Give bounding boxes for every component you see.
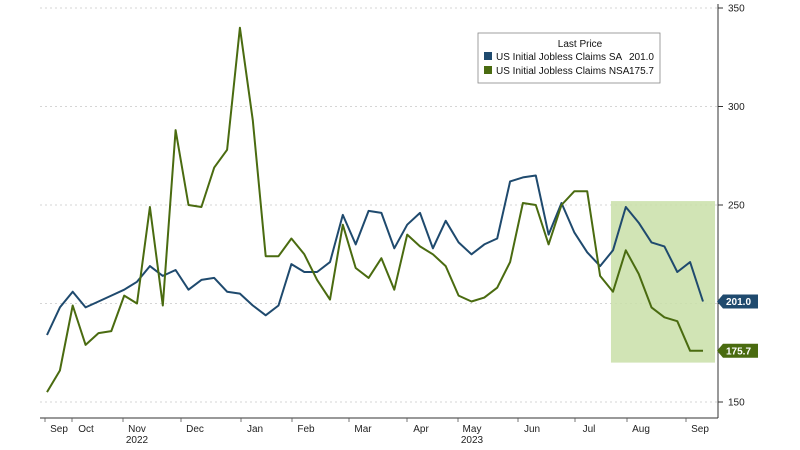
x-month-label: Dec [186, 424, 204, 435]
x-month-label: Jul [583, 424, 596, 435]
x-year-label: 2023 [461, 435, 484, 446]
end-value-bg [717, 343, 758, 358]
end-value-tag-1: 175.7 [717, 343, 758, 358]
x-month-label: May [463, 424, 482, 435]
legend-box [477, 32, 661, 84]
end-value-bg [717, 294, 758, 309]
legend-value-nsa: 175.7 [629, 66, 654, 77]
x-month-label: Aug [632, 424, 650, 435]
legend-title: Last Price [558, 39, 603, 50]
x-month-label: Sep [691, 424, 709, 435]
x-year-label: 2022 [126, 435, 149, 446]
y-tick-label: 300 [728, 102, 745, 113]
x-month-label: Nov [128, 424, 146, 435]
highlight-layer [610, 201, 715, 363]
end-value-label: 201.0 [726, 297, 751, 308]
legend-label-sa: US Initial Jobless Claims SA [496, 52, 622, 63]
end-label-layer: 201.0 175.7 [717, 294, 758, 358]
axis-layer: 150200250300350SepOctNovDecJanFebMarAprM… [40, 4, 745, 446]
legend-swatch-nsa [484, 66, 492, 74]
x-month-label: Jan [247, 424, 263, 435]
grid-layer [40, 7, 718, 403]
series-line-0 [46, 174, 704, 336]
y-tick-label: 250 [728, 201, 745, 212]
y-tick-label: 150 [728, 398, 745, 409]
legend: Last Price US Initial Jobless Claims SA … [477, 32, 661, 84]
y-tick-label: 350 [728, 4, 745, 15]
x-month-label: Feb [297, 424, 315, 435]
x-month-label: Sep [50, 424, 68, 435]
highlight-region [610, 201, 715, 363]
legend-swatch-sa [484, 52, 492, 60]
x-month-label: Jun [524, 424, 540, 435]
end-value-tag-0: 201.0 [717, 294, 758, 309]
legend-value-sa: 201.0 [629, 52, 654, 63]
x-month-label: Mar [354, 424, 372, 435]
series-layer [46, 26, 704, 393]
legend-label-nsa: US Initial Jobless Claims NSA [496, 66, 630, 77]
end-value-label: 175.7 [726, 346, 751, 357]
series-line-1 [46, 26, 703, 393]
x-month-label: Apr [413, 424, 429, 435]
x-month-label: Oct [78, 424, 94, 435]
